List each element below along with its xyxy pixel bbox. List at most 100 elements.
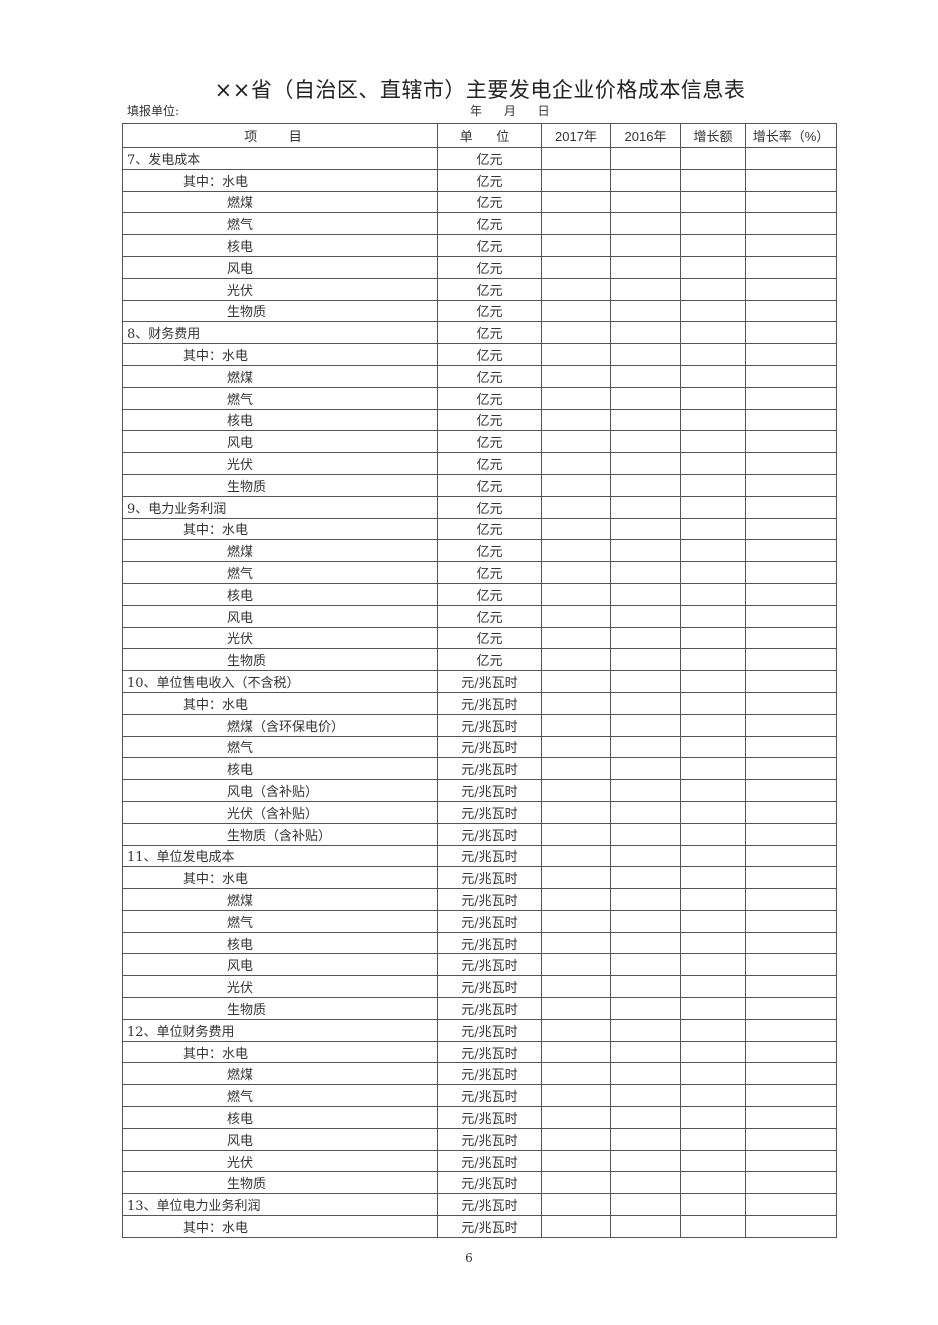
growth-rate-cell[interactable] xyxy=(745,975,837,999)
value-2017-cell[interactable] xyxy=(541,1040,611,1064)
value-2017-cell[interactable] xyxy=(541,822,611,846)
value-2016-cell[interactable] xyxy=(610,452,681,475)
value-2016-cell[interactable] xyxy=(610,321,681,345)
growth-rate-cell[interactable] xyxy=(745,866,837,890)
growth-rate-cell[interactable] xyxy=(745,931,837,955)
growth-rate-cell[interactable] xyxy=(745,190,837,214)
value-2016-cell[interactable] xyxy=(610,1193,681,1217)
value-2017-cell[interactable] xyxy=(541,735,611,759)
value-2016-cell[interactable] xyxy=(610,277,681,301)
growth-rate-cell[interactable] xyxy=(745,343,837,366)
growth-amount-cell[interactable] xyxy=(680,539,746,563)
growth-amount-cell[interactable] xyxy=(680,953,746,977)
value-2017-cell[interactable] xyxy=(541,364,611,388)
value-2016-cell[interactable] xyxy=(610,975,681,999)
growth-amount-cell[interactable] xyxy=(680,1149,746,1173)
growth-amount-cell[interactable] xyxy=(680,1127,746,1151)
growth-amount-cell[interactable] xyxy=(680,866,746,890)
growth-rate-cell[interactable] xyxy=(745,1040,837,1064)
growth-amount-cell[interactable] xyxy=(680,757,746,781)
value-2016-cell[interactable] xyxy=(610,190,681,214)
value-2017-cell[interactable] xyxy=(541,1127,611,1151)
growth-rate-cell[interactable] xyxy=(745,1193,837,1217)
value-2016-cell[interactable] xyxy=(610,931,681,955)
growth-amount-cell[interactable] xyxy=(680,779,746,802)
value-2017-cell[interactable] xyxy=(541,1106,611,1129)
growth-rate-cell[interactable] xyxy=(745,909,837,933)
value-2017-cell[interactable] xyxy=(541,517,611,541)
growth-rate-cell[interactable] xyxy=(745,997,837,1020)
growth-amount-cell[interactable] xyxy=(680,1171,746,1195)
value-2017-cell[interactable] xyxy=(541,234,611,257)
growth-rate-cell[interactable] xyxy=(745,212,837,236)
growth-amount-cell[interactable] xyxy=(680,517,746,541)
growth-amount-cell[interactable] xyxy=(680,888,746,911)
growth-amount-cell[interactable] xyxy=(680,648,746,672)
growth-amount-cell[interactable] xyxy=(680,844,746,868)
value-2017-cell[interactable] xyxy=(541,1215,611,1238)
growth-rate-cell[interactable] xyxy=(745,713,837,737)
value-2017-cell[interactable] xyxy=(541,495,611,519)
growth-rate-cell[interactable] xyxy=(745,582,837,606)
growth-amount-cell[interactable] xyxy=(680,321,746,345)
value-2017-cell[interactable] xyxy=(541,277,611,301)
growth-rate-cell[interactable] xyxy=(745,299,837,323)
value-2017-cell[interactable] xyxy=(541,386,611,410)
growth-amount-cell[interactable] xyxy=(680,582,746,606)
growth-rate-cell[interactable] xyxy=(745,1106,837,1129)
growth-amount-cell[interactable] xyxy=(680,800,746,824)
value-2017-cell[interactable] xyxy=(541,473,611,497)
value-2017-cell[interactable] xyxy=(541,190,611,214)
growth-rate-cell[interactable] xyxy=(745,604,837,628)
growth-rate-cell[interactable] xyxy=(745,386,837,410)
growth-rate-cell[interactable] xyxy=(745,168,837,192)
growth-amount-cell[interactable] xyxy=(680,386,746,410)
value-2016-cell[interactable] xyxy=(610,670,681,693)
growth-rate-cell[interactable] xyxy=(745,888,837,911)
growth-rate-cell[interactable] xyxy=(745,321,837,345)
growth-rate-cell[interactable] xyxy=(745,953,837,977)
value-2016-cell[interactable] xyxy=(610,539,681,563)
value-2017-cell[interactable] xyxy=(541,953,611,977)
growth-amount-cell[interactable] xyxy=(680,691,746,715)
value-2016-cell[interactable] xyxy=(610,757,681,781)
growth-amount-cell[interactable] xyxy=(680,212,746,236)
value-2017-cell[interactable] xyxy=(541,1018,611,1042)
value-2017-cell[interactable] xyxy=(541,147,611,170)
value-2016-cell[interactable] xyxy=(610,147,681,170)
growth-amount-cell[interactable] xyxy=(680,299,746,323)
growth-rate-cell[interactable] xyxy=(745,648,837,672)
value-2016-cell[interactable] xyxy=(610,255,681,279)
value-2017-cell[interactable] xyxy=(541,561,611,584)
value-2016-cell[interactable] xyxy=(610,779,681,802)
growth-amount-cell[interactable] xyxy=(680,1193,746,1217)
growth-amount-cell[interactable] xyxy=(680,343,746,366)
growth-rate-cell[interactable] xyxy=(745,1062,837,1086)
value-2016-cell[interactable] xyxy=(610,997,681,1020)
value-2017-cell[interactable] xyxy=(541,800,611,824)
value-2016-cell[interactable] xyxy=(610,212,681,236)
growth-amount-cell[interactable] xyxy=(680,822,746,846)
growth-amount-cell[interactable] xyxy=(680,975,746,999)
value-2017-cell[interactable] xyxy=(541,779,611,802)
value-2017-cell[interactable] xyxy=(541,691,611,715)
growth-amount-cell[interactable] xyxy=(680,1040,746,1064)
value-2017-cell[interactable] xyxy=(541,255,611,279)
growth-rate-cell[interactable] xyxy=(745,255,837,279)
value-2016-cell[interactable] xyxy=(610,168,681,192)
value-2016-cell[interactable] xyxy=(610,582,681,606)
value-2016-cell[interactable] xyxy=(610,626,681,650)
growth-amount-cell[interactable] xyxy=(680,604,746,628)
growth-amount-cell[interactable] xyxy=(680,561,746,584)
value-2016-cell[interactable] xyxy=(610,517,681,541)
growth-rate-cell[interactable] xyxy=(745,147,837,170)
growth-amount-cell[interactable] xyxy=(680,909,746,933)
value-2016-cell[interactable] xyxy=(610,1106,681,1129)
value-2017-cell[interactable] xyxy=(541,1171,611,1195)
growth-rate-cell[interactable] xyxy=(745,757,837,781)
value-2017-cell[interactable] xyxy=(541,168,611,192)
value-2016-cell[interactable] xyxy=(610,343,681,366)
growth-rate-cell[interactable] xyxy=(745,691,837,715)
value-2016-cell[interactable] xyxy=(610,1040,681,1064)
growth-amount-cell[interactable] xyxy=(680,1018,746,1042)
